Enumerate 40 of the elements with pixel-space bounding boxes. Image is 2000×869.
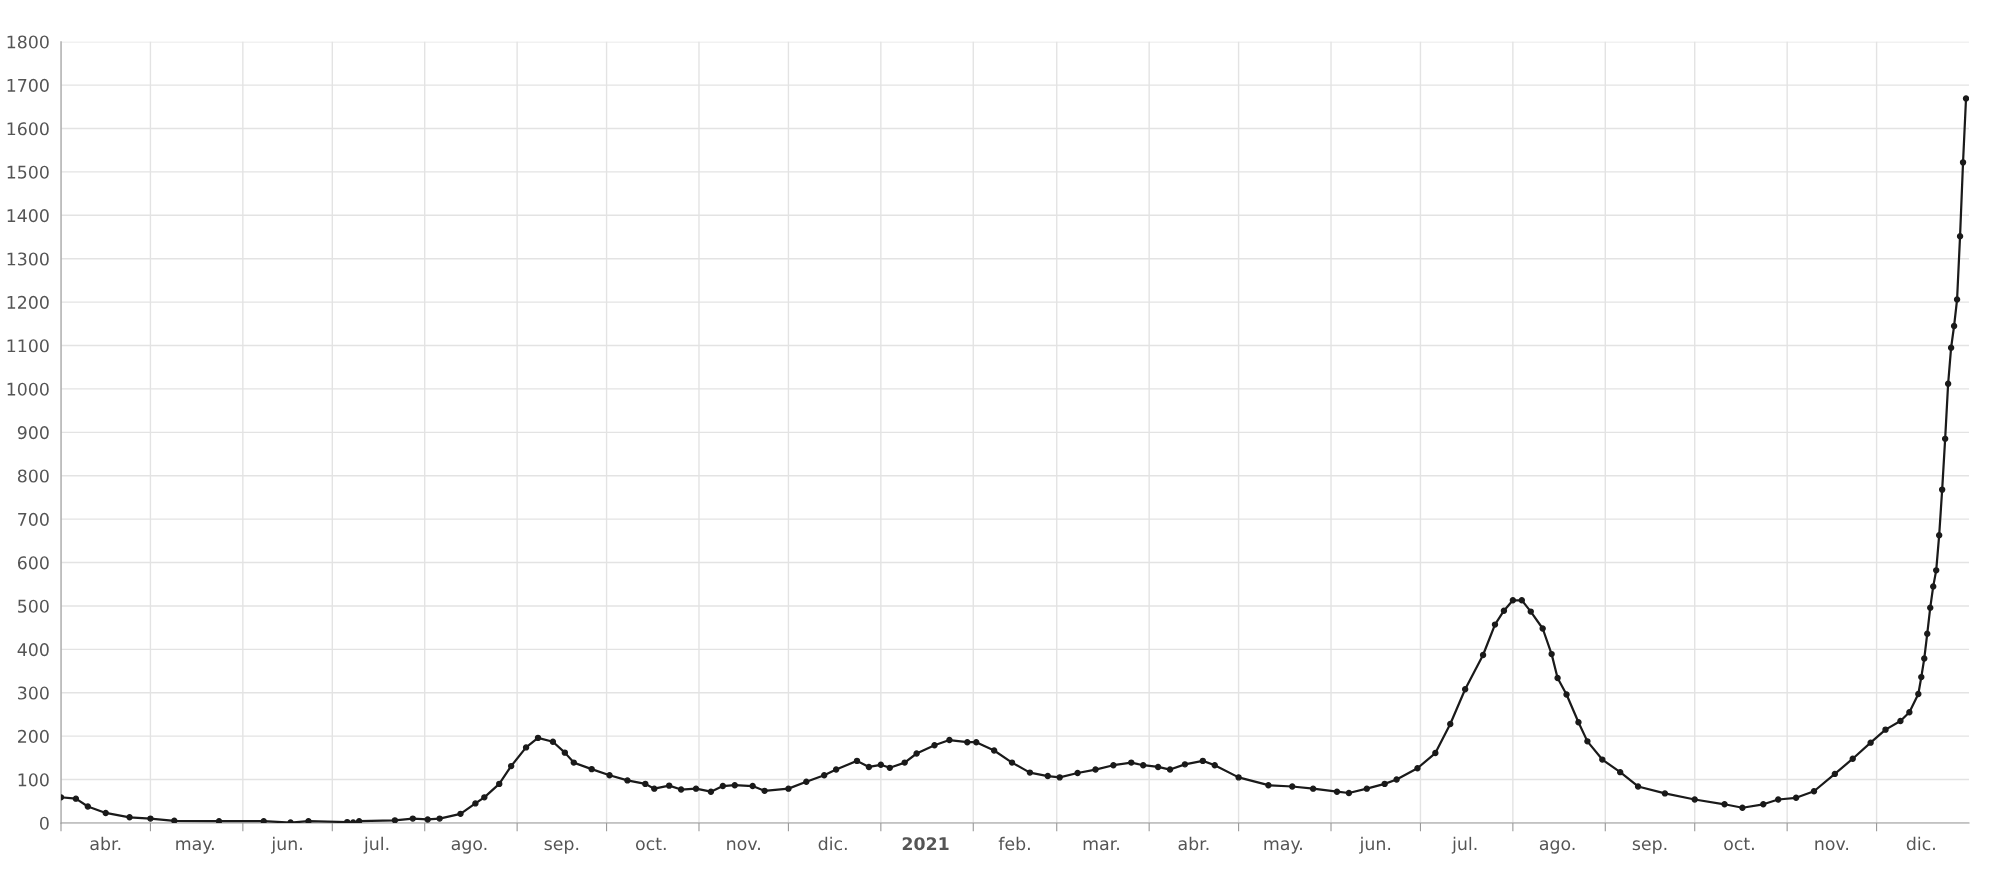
x-tick-label: 2021 — [902, 837, 949, 851]
x-tick-label: may. — [176, 840, 214, 854]
x-tick-label: jun. — [271, 836, 302, 854]
x-tick-label: feb. — [998, 836, 1030, 851]
y-tick-label: 500 — [18, 599, 49, 613]
y-tick-label: 900 — [17, 426, 49, 440]
x-tick-label: ago. — [451, 840, 487, 854]
y-tick-label: 100 — [18, 773, 49, 787]
x-tick-label: dic. — [818, 836, 847, 851]
y-tick-label: 1500 — [7, 165, 49, 179]
x-tick-label: oct. — [636, 837, 666, 851]
y-tick-label: 1200 — [7, 295, 49, 309]
y-tick-label: 1600 — [7, 122, 49, 136]
x-tick-label: nov. — [1815, 840, 1849, 851]
y-tick-label: 0 — [39, 816, 49, 830]
y-tick-label: 1700 — [7, 78, 49, 92]
y-tick-label: 200 — [18, 729, 49, 743]
y-tick-label: 1100 — [7, 339, 49, 353]
x-tick-label: dic. — [1906, 836, 1935, 851]
x-tick-label: abr. — [90, 836, 121, 851]
x-tick-label: oct. — [1724, 837, 1754, 851]
y-tick-label: 400 — [17, 643, 49, 657]
x-tick-label: may. — [1264, 840, 1302, 854]
x-tick-label: jul. — [1451, 836, 1477, 854]
x-tick-label: jun. — [1359, 836, 1391, 854]
x-tick-label: mar. — [1083, 840, 1119, 851]
x-tick-label: nov. — [727, 840, 760, 851]
x-tick-label: sep. — [1632, 840, 1667, 854]
x-tick-label: abr. — [1178, 836, 1209, 851]
y-tick-label: 1000 — [7, 382, 49, 396]
y-tick-label: 600 — [17, 556, 49, 570]
y-tick-label: 1400 — [7, 209, 49, 223]
x-tick-label: ago. — [1539, 840, 1575, 854]
y-tick-label: 800 — [17, 469, 49, 483]
y-tick-label: 1800 — [7, 35, 49, 49]
x-tick-label: jul. — [363, 836, 389, 854]
y-tick-label: 300 — [18, 686, 49, 700]
x-tick-label: sep. — [544, 840, 579, 854]
y-tick-label: 1300 — [7, 252, 49, 266]
y-tick-label: 700 — [18, 512, 49, 526]
